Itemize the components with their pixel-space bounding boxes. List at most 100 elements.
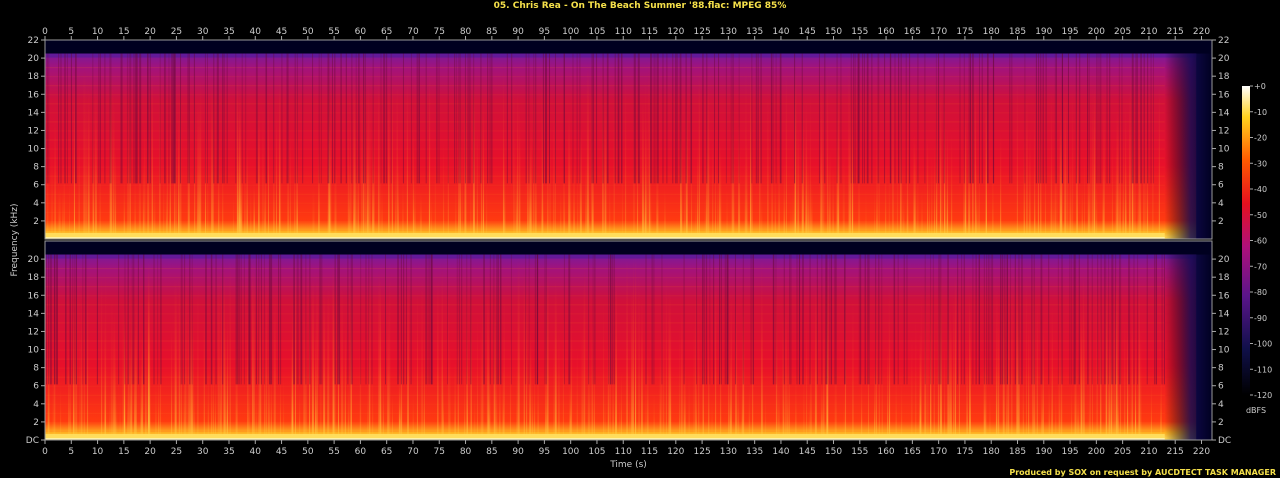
x-tick-label-bottom: 175 bbox=[956, 447, 973, 457]
y-tick-label-left: 18 bbox=[28, 72, 40, 82]
x-tick-label-bottom: 70 bbox=[407, 447, 419, 457]
spectrogram-channel-1 bbox=[44, 39, 1213, 240]
x-tick-label-bottom: 120 bbox=[667, 447, 684, 457]
colorbar-tick-label: +0 bbox=[1254, 82, 1266, 91]
x-tick-label-top: 130 bbox=[720, 27, 737, 37]
colorbar: +0 -10 -20 -30 -40 -50 -60 -70 -80 -90 -100 -110 -12… bbox=[1242, 82, 1272, 415]
y-tick-label-right: 20 bbox=[1218, 54, 1230, 64]
colorbar-tick-label: -110 bbox=[1254, 365, 1272, 374]
x-tick-label-top: 60 bbox=[355, 27, 367, 37]
x-tick-label-top: 105 bbox=[588, 27, 605, 37]
y-tick-label-left: 10 bbox=[28, 346, 40, 356]
x-tick-label-bottom: 105 bbox=[588, 447, 605, 457]
x-tick-label-bottom: 145 bbox=[799, 447, 816, 457]
y-tick-label-left: 18 bbox=[28, 273, 40, 283]
x-tick-label-bottom: 190 bbox=[1035, 447, 1052, 457]
x-tick-label-bottom: 75 bbox=[434, 447, 445, 457]
y-tick-label-left: 16 bbox=[28, 90, 40, 100]
y-tick-label-left: 14 bbox=[28, 309, 40, 319]
y-tick-label-left: 22 bbox=[28, 36, 39, 46]
y-tick-label-left: 8 bbox=[33, 163, 39, 173]
x-tick-label-bottom: 165 bbox=[904, 447, 921, 457]
y-tick-label-right: 18 bbox=[1218, 273, 1230, 283]
x-tick-label-bottom: 200 bbox=[1088, 447, 1105, 457]
y-tick-label-right: 10 bbox=[1218, 346, 1230, 356]
y-tick-label-right: 16 bbox=[1218, 291, 1230, 301]
x-tick-label-top: 75 bbox=[434, 27, 445, 37]
x-tick-label-bottom: 95 bbox=[539, 447, 550, 457]
y-tick-label-right: 20 bbox=[1218, 255, 1230, 265]
x-tick-label-top: 210 bbox=[1140, 27, 1157, 37]
y-tick-label-right: 14 bbox=[1218, 108, 1230, 118]
colorbar-tick-label: -20 bbox=[1254, 134, 1267, 143]
y-tick-label-left: DC bbox=[26, 436, 39, 446]
y-tick-label-left: 6 bbox=[33, 382, 39, 392]
x-tick-label-bottom: 160 bbox=[877, 447, 894, 457]
chart-title: 05. Chris Rea - On The Beach Summer '88.… bbox=[493, 1, 787, 11]
x-tick-label-top: 135 bbox=[746, 27, 763, 37]
y-tick-label-right: 12 bbox=[1218, 126, 1229, 136]
colorbar-label: dBFS bbox=[1246, 406, 1266, 415]
x-tick-label-top: 125 bbox=[694, 27, 711, 37]
colorbar-tick-label: -100 bbox=[1254, 340, 1272, 349]
y-tick-label-left: 20 bbox=[28, 255, 40, 265]
y-tick-label-left: 20 bbox=[28, 54, 40, 64]
x-tick-label-bottom: 80 bbox=[460, 447, 472, 457]
footer-credit: Produced by SOX on request by AUCDTECT T… bbox=[1009, 468, 1276, 477]
x-tick-label-bottom: 85 bbox=[486, 447, 497, 457]
x-tick-label-bottom: 205 bbox=[1114, 447, 1131, 457]
x-tick-label-top: 10 bbox=[92, 27, 104, 37]
x-tick-label-top: 45 bbox=[276, 27, 287, 37]
x-tick-label-bottom: 195 bbox=[1061, 447, 1078, 457]
x-tick-label-top: 20 bbox=[144, 27, 156, 37]
x-tick-label-bottom: 210 bbox=[1140, 447, 1157, 457]
x-tick-label-bottom: 65 bbox=[381, 447, 392, 457]
x-tick-label-bottom: 55 bbox=[328, 447, 339, 457]
x-tick-label-top: 50 bbox=[302, 27, 314, 37]
spectrogram-channel-2 bbox=[44, 240, 1213, 441]
y-tick-label-left: 16 bbox=[28, 291, 40, 301]
x-tick-label-top: 90 bbox=[512, 27, 524, 37]
colorbar-tick-label: -90 bbox=[1254, 314, 1267, 323]
x-tick-label-top: 110 bbox=[615, 27, 632, 37]
y-tick-label-right: 8 bbox=[1218, 364, 1224, 374]
x-tick-label-bottom: 110 bbox=[615, 447, 632, 457]
x-tick-label-top: 155 bbox=[851, 27, 868, 37]
x-tick-label-bottom: 135 bbox=[746, 447, 763, 457]
x-tick-label-top: 145 bbox=[799, 27, 816, 37]
x-tick-label-bottom: 25 bbox=[171, 447, 182, 457]
x-tick-label-top: 115 bbox=[641, 27, 658, 37]
y-tick-label-right: 4 bbox=[1218, 400, 1224, 410]
x-tick-label-top: 70 bbox=[407, 27, 419, 37]
x-tick-label-top: 25 bbox=[171, 27, 182, 37]
y-tick-label-left: 2 bbox=[33, 217, 39, 227]
colorbar-tick-label: -80 bbox=[1254, 288, 1267, 297]
y-axis-label: Frequency (kHz) bbox=[10, 203, 20, 276]
x-tick-label-top: 80 bbox=[460, 27, 472, 37]
x-tick-label-bottom: 100 bbox=[562, 447, 579, 457]
x-tick-label-top: 120 bbox=[667, 27, 684, 37]
x-tick-label-top: 215 bbox=[1167, 27, 1184, 37]
x-tick-label-top: 85 bbox=[486, 27, 497, 37]
x-tick-label-bottom: 15 bbox=[118, 447, 129, 457]
y-tick-label-right: 2 bbox=[1218, 418, 1224, 428]
y-tick-label-right: 22 bbox=[1218, 36, 1229, 46]
x-tick-label-bottom: 155 bbox=[851, 447, 868, 457]
x-tick-label-top: 170 bbox=[930, 27, 947, 37]
y-tick-label-left: 4 bbox=[33, 199, 39, 209]
x-tick-label-top: 205 bbox=[1114, 27, 1131, 37]
y-tick-label-right: 14 bbox=[1218, 309, 1230, 319]
colorbar-tick-label: -40 bbox=[1254, 185, 1267, 194]
x-tick-label-bottom: 35 bbox=[223, 447, 234, 457]
x-tick-label-bottom: 115 bbox=[641, 447, 658, 457]
x-tick-label-top: 200 bbox=[1088, 27, 1105, 37]
x-tick-label-top: 195 bbox=[1061, 27, 1078, 37]
x-tick-label-bottom: 180 bbox=[983, 447, 1000, 457]
x-tick-label-top: 190 bbox=[1035, 27, 1052, 37]
x-tick-label-top: 100 bbox=[562, 27, 579, 37]
x-tick-label-top: 55 bbox=[328, 27, 339, 37]
x-tick-label-bottom: 170 bbox=[930, 447, 947, 457]
x-tick-label-bottom: 45 bbox=[276, 447, 287, 457]
x-tick-label-bottom: 220 bbox=[1193, 447, 1210, 457]
x-tick-label-bottom: 150 bbox=[825, 447, 842, 457]
